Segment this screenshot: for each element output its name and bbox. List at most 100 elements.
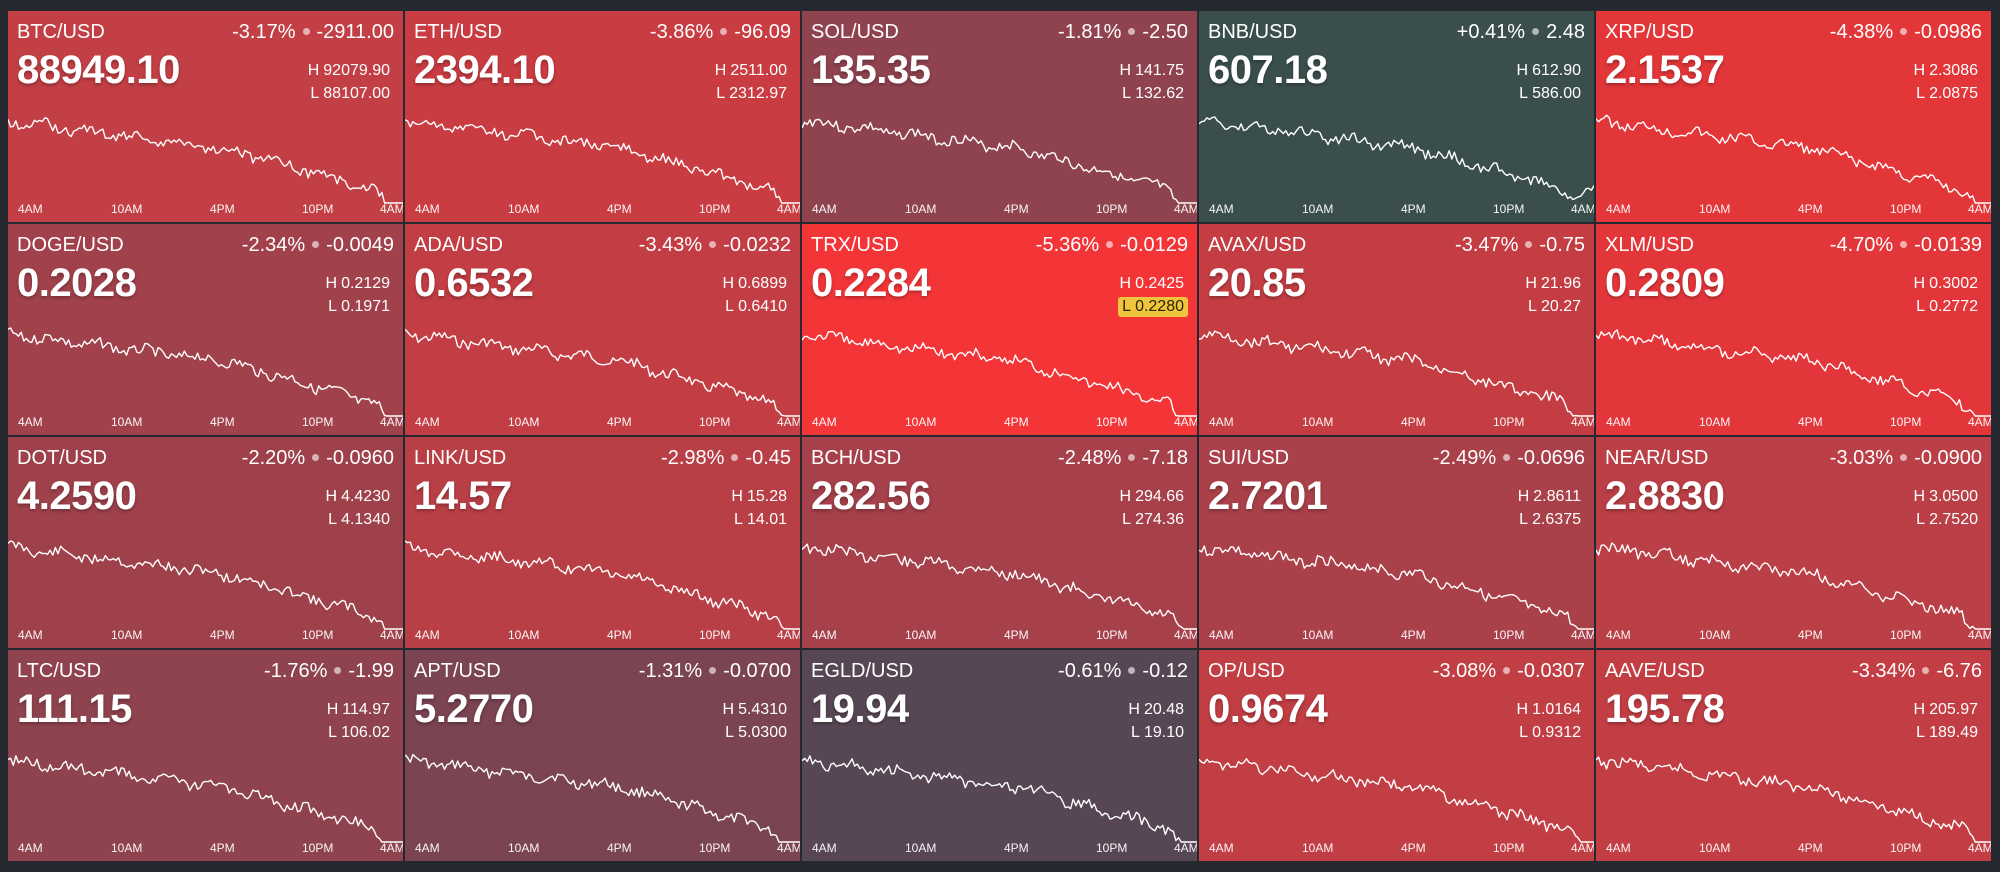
pair-symbol: DOGE/USD [17, 234, 124, 256]
change-readout: -2.20% -0.0960 [242, 447, 394, 469]
time-axis-label: 10AM [111, 841, 143, 855]
change-readout: -1.31% -0.0700 [639, 660, 791, 682]
ticker-tile-bch-usd[interactable]: BCH/USD -2.48% -7.18 282.56 H 294.66 L 274.36 4A… [802, 437, 1197, 648]
time-axis-label: 4AM [1174, 415, 1197, 429]
ticker-tile-btc-usd[interactable]: BTC/USD -3.17% -2911.00 88949.10 H 92079.90 L 8… [8, 11, 403, 222]
ticker-tile-aave-usd[interactable]: AAVE/USD -3.34% -6.76 195.78 H 205.97 L 189.49 4… [1596, 650, 1991, 861]
ticker-tile-bnb-usd[interactable]: BNB/USD +0.41% 2.48 607.18 H 612.90 L 586.00 4AM… [1199, 11, 1594, 222]
price-sparkline [1596, 114, 1991, 204]
high-value: 5.4310 [738, 701, 787, 718]
time-axis-label: 10PM [302, 202, 334, 216]
ticker-tile-op-usd[interactable]: OP/USD -3.08% -0.0307 0.9674 H 1.0164 L 0.9312 4… [1199, 650, 1594, 861]
price-sparkline [8, 755, 403, 843]
last-price: 88949.10 [17, 48, 180, 92]
change-readout: +0.41% 2.48 [1457, 21, 1585, 43]
separator-dot-icon [1922, 666, 1930, 674]
time-axis-label: 4AM [415, 415, 440, 429]
change-readout: -3.17% -2911.00 [232, 21, 394, 43]
time-axis-label: 10PM [302, 415, 334, 429]
change-percent: -2.98% [661, 447, 725, 469]
high-value: 15.28 [746, 488, 787, 505]
change-absolute: -0.45 [745, 447, 791, 469]
ticker-tile-ltc-usd[interactable]: LTC/USD -1.76% -1.99 111.15 H 114.97 L 106.02 4A… [8, 650, 403, 861]
low-readout: L 14.01 [734, 511, 787, 528]
pair-symbol: AVAX/USD [1208, 234, 1307, 256]
ticker-tile-link-usd[interactable]: LINK/USD -2.98% -0.45 14.57 H 15.28 L 14.01 4AM 1… [405, 437, 800, 648]
time-axis-label: 4PM [1401, 202, 1426, 216]
time-axis-label: 4AM [1174, 628, 1197, 642]
low-readout: L 0.9312 [1519, 724, 1581, 741]
ticker-tile-sol-usd[interactable]: SOL/USD -1.81% -2.50 135.35 H 141.75 L 132.62 4A… [802, 11, 1197, 222]
time-axis-label: 10AM [111, 202, 143, 216]
time-axis-label: 10AM [508, 202, 540, 216]
low-readout: L 4.1340 [328, 511, 390, 528]
change-readout: -2.49% -0.0696 [1433, 447, 1585, 469]
low-readout: L 0.1971 [328, 298, 390, 315]
time-axis-label: 4AM [415, 841, 440, 855]
ticker-tile-egld-usd[interactable]: EGLD/USD -0.61% -0.12 19.94 H 20.48 L 19.10 4AM 1… [802, 650, 1197, 861]
time-axis-label: 4AM [1174, 841, 1197, 855]
change-absolute: -1.99 [348, 660, 394, 682]
time-axis-label: 4AM [18, 202, 43, 216]
change-readout: -4.70% -0.0139 [1830, 234, 1982, 256]
low-readout: L 2.7520 [1916, 511, 1978, 528]
high-value: 0.6899 [738, 275, 787, 292]
pair-symbol: OP/USD [1208, 660, 1285, 682]
separator-dot-icon [334, 666, 342, 674]
high-readout: H 15.28 [731, 488, 787, 505]
price-sparkline [8, 327, 403, 417]
ticker-tile-ada-usd[interactable]: ADA/USD -3.43% -0.0232 0.6532 H 0.6899 L 0.6410… [405, 224, 800, 435]
high-readout: H 0.3002 [1913, 275, 1979, 292]
ticker-tile-xlm-usd[interactable]: XLM/USD -4.70% -0.0139 0.2809 H 0.3002 L 0.2772… [1596, 224, 1991, 435]
change-absolute: -0.0307 [1517, 660, 1585, 682]
low-readout: L 20.27 [1528, 298, 1581, 315]
price-sparkline [8, 540, 403, 630]
time-axis-label: 4AM [1571, 202, 1594, 216]
time-axis-label: 4PM [1004, 628, 1029, 642]
change-readout: -2.48% -7.18 [1058, 447, 1188, 469]
high-value: 2.3086 [1929, 62, 1978, 79]
low-readout: L 189.49 [1916, 724, 1978, 741]
pair-symbol: NEAR/USD [1605, 447, 1709, 469]
pair-symbol: DOT/USD [17, 447, 107, 469]
change-absolute: 2.48 [1546, 21, 1585, 43]
time-axis-label: 10PM [1493, 202, 1525, 216]
ticker-tile-eth-usd[interactable]: ETH/USD -3.86% -96.09 2394.10 H 2511.00 L 2312.… [405, 11, 800, 222]
time-axis-label: 10PM [1890, 415, 1922, 429]
separator-dot-icon [1128, 453, 1136, 461]
ticker-tile-xrp-usd[interactable]: XRP/USD -4.38% -0.0986 2.1537 H 2.3086 L 2.0875… [1596, 11, 1991, 222]
time-axis-label: 4PM [1798, 628, 1823, 642]
price-sparkline [1596, 756, 1991, 843]
ticker-tile-trx-usd[interactable]: TRX/USD -5.36% -0.0129 0.2284 H 0.2425 L 0.2280… [802, 224, 1197, 435]
ticker-tile-dot-usd[interactable]: DOT/USD -2.20% -0.0960 4.2590 H 4.4230 L 4.1340… [8, 437, 403, 648]
change-absolute: -0.12 [1142, 660, 1188, 682]
change-absolute: -0.0986 [1914, 21, 1982, 43]
change-absolute: -96.09 [734, 21, 791, 43]
time-axis-label: 4PM [1004, 202, 1029, 216]
ticker-tile-near-usd[interactable]: NEAR/USD -3.03% -0.0900 2.8830 H 3.0500 L 2.752… [1596, 437, 1991, 648]
time-axis-label: 4AM [777, 415, 800, 429]
ticker-tile-doge-usd[interactable]: DOGE/USD -2.34% -0.0049 0.2028 H 0.2129 L 0.197… [8, 224, 403, 435]
change-readout: -3.03% -0.0900 [1830, 447, 1982, 469]
low-value: 2312.97 [729, 85, 787, 102]
high-value: 92079.90 [323, 62, 390, 79]
time-axis-label: 4AM [812, 841, 837, 855]
ticker-tile-apt-usd[interactable]: APT/USD -1.31% -0.0700 5.2770 H 5.4310 L 5.0300… [405, 650, 800, 861]
separator-dot-icon [1900, 453, 1908, 461]
ticker-tile-sui-usd[interactable]: SUI/USD -2.49% -0.0696 2.7201 H 2.8611 L 2.6375… [1199, 437, 1594, 648]
time-axis-label: 10PM [1096, 841, 1128, 855]
ticker-tile-avax-usd[interactable]: AVAX/USD -3.47% -0.75 20.85 H 21.96 L 20.27 4AM 1… [1199, 224, 1594, 435]
time-axis-label: 4AM [380, 415, 403, 429]
high-readout: H 0.2129 [325, 275, 391, 292]
low-value: 189.49 [1929, 724, 1978, 741]
time-axis-label: 10PM [1096, 628, 1128, 642]
time-axis-label: 4PM [607, 841, 632, 855]
last-price: 20.85 [1208, 261, 1306, 305]
separator-dot-icon [709, 240, 717, 248]
change-readout: -0.61% -0.12 [1058, 660, 1188, 682]
pair-symbol: ADA/USD [414, 234, 503, 256]
separator-dot-icon [302, 27, 310, 35]
low-readout: L 2.6375 [1519, 511, 1581, 528]
change-absolute: -0.75 [1539, 234, 1585, 256]
